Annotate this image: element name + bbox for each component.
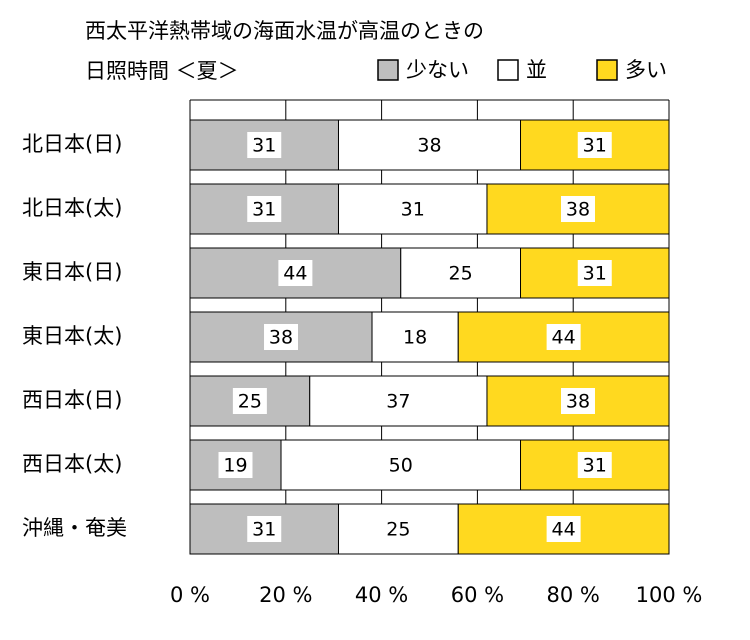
value-label: 31 bbox=[583, 135, 607, 157]
value-label-bg bbox=[247, 516, 282, 542]
value-label-bg bbox=[560, 196, 595, 222]
x-tick-label: 60 % bbox=[451, 583, 504, 607]
value-label-bg bbox=[278, 260, 313, 286]
legend-label: 多い bbox=[625, 58, 667, 82]
value-label-bg bbox=[412, 132, 447, 158]
value-label-bg bbox=[232, 388, 267, 414]
x-tick-label: 100 % bbox=[636, 583, 703, 607]
legend-label: 少ない bbox=[406, 58, 469, 82]
legend-swatch bbox=[596, 59, 618, 81]
value-label: 44 bbox=[283, 263, 307, 285]
value-label-bg bbox=[264, 324, 299, 350]
value-label-bg bbox=[398, 324, 433, 350]
value-label: 31 bbox=[583, 263, 607, 285]
value-label: 31 bbox=[252, 519, 276, 541]
x-tick-label: 0 % bbox=[170, 583, 210, 607]
y-tick-label: 北日本(日) bbox=[22, 132, 122, 156]
value-label: 38 bbox=[417, 135, 441, 157]
value-label-bg bbox=[247, 196, 282, 222]
value-label: 38 bbox=[566, 391, 590, 413]
value-label-bg bbox=[247, 132, 282, 158]
value-label: 19 bbox=[223, 455, 247, 477]
value-label: 44 bbox=[552, 519, 576, 541]
value-label: 31 bbox=[401, 199, 425, 221]
value-label-bg bbox=[381, 388, 416, 414]
value-label-bg bbox=[218, 452, 253, 478]
value-label: 31 bbox=[583, 455, 607, 477]
value-label: 25 bbox=[238, 391, 262, 413]
value-label-bg bbox=[577, 452, 612, 478]
x-tick-label: 80 % bbox=[547, 583, 600, 607]
chart-title: 西太平洋熱帯域の海面水温が高温のときの bbox=[85, 19, 484, 43]
y-tick-label: 東日本(太) bbox=[22, 324, 122, 348]
value-label: 31 bbox=[252, 199, 276, 221]
y-tick-label: 西日本(日) bbox=[22, 388, 122, 412]
value-label-bg bbox=[381, 516, 416, 542]
value-label-bg bbox=[577, 132, 612, 158]
value-label: 25 bbox=[386, 519, 410, 541]
legend-swatch bbox=[497, 59, 519, 81]
x-tick-label: 20 % bbox=[259, 583, 312, 607]
value-label-bg bbox=[395, 196, 430, 222]
value-label-bg bbox=[577, 260, 612, 286]
value-label: 18 bbox=[403, 327, 427, 349]
chart-subtitle: 日照時間 ＜夏＞ bbox=[85, 59, 239, 83]
value-label: 44 bbox=[552, 327, 576, 349]
value-label: 38 bbox=[566, 199, 590, 221]
legend-swatch bbox=[377, 59, 399, 81]
value-label: 38 bbox=[269, 327, 293, 349]
y-tick-label: 東日本(日) bbox=[22, 260, 122, 284]
y-tick-label: 沖縄・奄美 bbox=[22, 516, 127, 540]
value-label: 37 bbox=[386, 391, 410, 413]
y-tick-label: 西日本(太) bbox=[22, 452, 122, 476]
value-label-bg bbox=[443, 260, 478, 286]
value-label: 31 bbox=[252, 135, 276, 157]
bar-segment bbox=[309, 375, 488, 427]
value-label: 50 bbox=[389, 455, 413, 477]
value-label-bg bbox=[560, 388, 595, 414]
legend-label: 並 bbox=[526, 58, 547, 82]
value-label: 25 bbox=[449, 263, 473, 285]
y-tick-label: 北日本(太) bbox=[22, 196, 122, 220]
value-label-bg bbox=[383, 452, 418, 478]
value-label-bg bbox=[546, 516, 581, 542]
value-label-bg bbox=[546, 324, 581, 350]
x-tick-label: 40 % bbox=[355, 583, 408, 607]
